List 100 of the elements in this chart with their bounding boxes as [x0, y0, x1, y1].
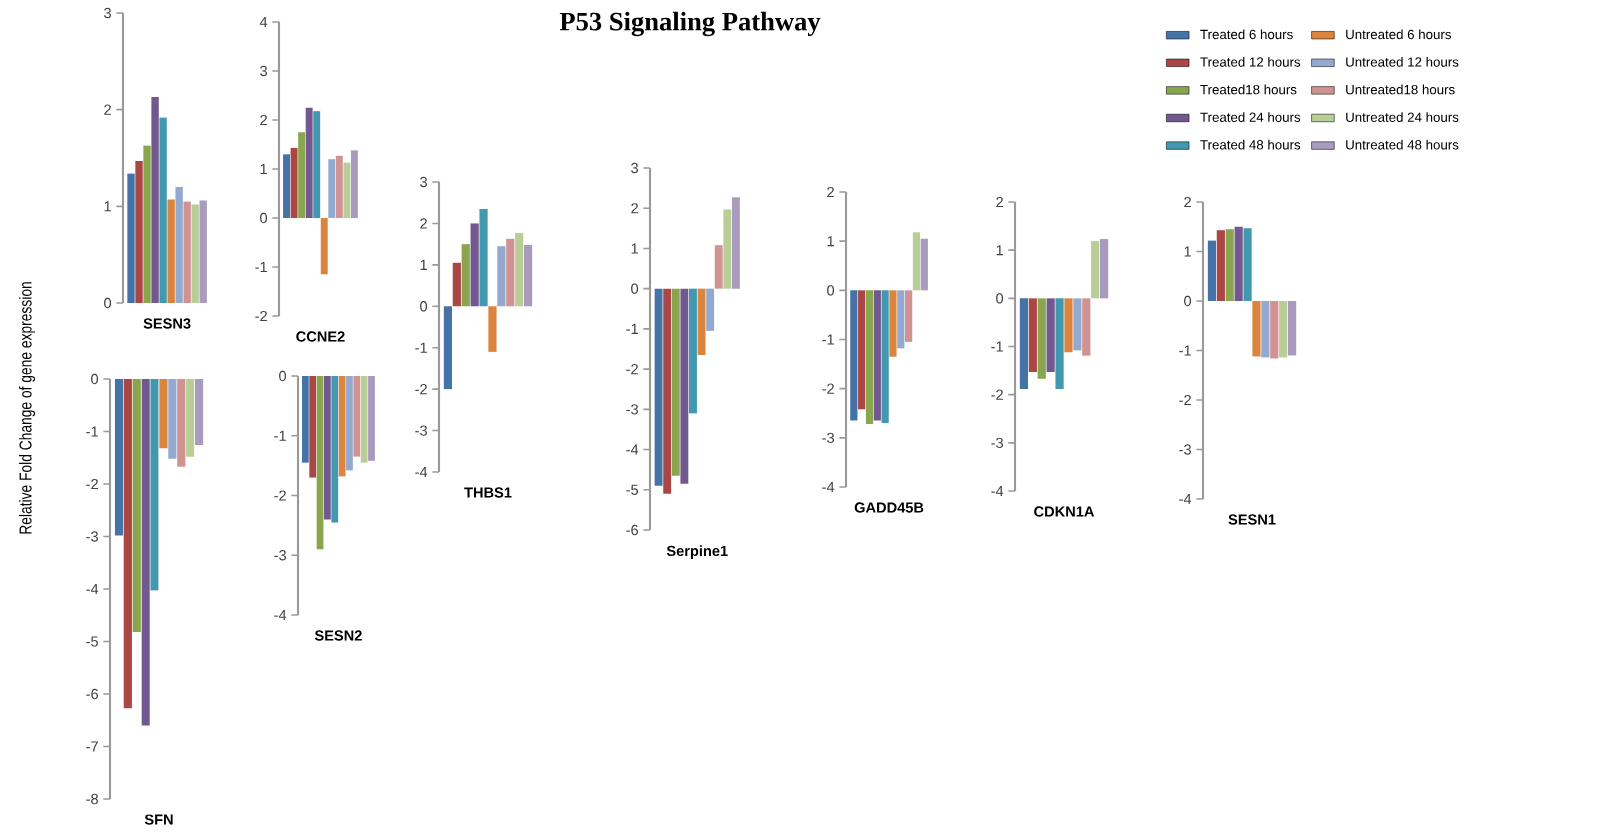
- bar: [183, 201, 191, 303]
- bar: [290, 147, 298, 218]
- bar: [199, 200, 207, 303]
- bar: [470, 223, 479, 307]
- bar: [443, 306, 453, 390]
- y-tick-label: -2: [415, 384, 427, 395]
- legend-label: Treated 6 hours: [1200, 29, 1293, 40]
- legend-label: Untreated 6 hours: [1346, 29, 1451, 40]
- y-tick-label: -1: [86, 426, 98, 437]
- bar: [151, 97, 159, 303]
- y-tick-label: -6: [86, 688, 98, 700]
- x-tick-label: CCNE2: [296, 331, 345, 342]
- x-tick-label: Serpine1: [666, 545, 728, 559]
- bar: [159, 117, 167, 303]
- bar: [654, 288, 663, 486]
- y-tick-label: 0: [1184, 295, 1192, 307]
- bar: [663, 288, 672, 494]
- y-tick-label: -1: [415, 342, 427, 353]
- x-tick-label: GADD45B: [854, 502, 924, 513]
- y-axis-title: Relative Fold Change of gene expression: [18, 282, 36, 534]
- x-tick-label: SESN1: [1228, 514, 1276, 525]
- y-tick-label: -4: [991, 485, 1004, 497]
- y-tick-label: -4: [626, 444, 639, 455]
- y-tick-label: 2: [1184, 196, 1191, 208]
- y-tick-label: -1: [626, 323, 638, 334]
- bar: [143, 145, 151, 303]
- bar: [1073, 298, 1082, 351]
- bar: [305, 107, 313, 218]
- bar: [865, 290, 874, 425]
- bar: [1091, 241, 1100, 299]
- chart-title: P53 Signaling Pathway: [559, 11, 821, 37]
- y-tick-label: -7: [86, 741, 98, 752]
- y-tick-label: -1: [255, 261, 267, 273]
- y-tick-label: -4: [1179, 493, 1192, 505]
- y-tick-label: -2: [626, 364, 638, 375]
- legend-label: Untreated 24 hours: [1346, 112, 1459, 122]
- y-tick-label: -5: [86, 636, 99, 647]
- y-tick-label: 3: [104, 7, 111, 19]
- legend-label: Untreated 12 hours: [1346, 56, 1459, 67]
- bar: [479, 208, 488, 307]
- bar: [706, 288, 715, 331]
- y-tick-label: 2: [260, 114, 267, 126]
- bar: [135, 160, 143, 303]
- y-tick-label: -8: [86, 793, 98, 805]
- y-tick-label: -5: [626, 484, 639, 495]
- bar: [858, 290, 866, 410]
- bar: [1261, 300, 1270, 358]
- y-tick-label: 1: [996, 245, 1003, 256]
- bar: [697, 288, 706, 356]
- bar: [313, 111, 321, 218]
- bar: [1028, 298, 1037, 373]
- legend-label: Untreated 48 hours: [1346, 139, 1459, 150]
- bar: [680, 288, 689, 484]
- bar: [175, 186, 183, 303]
- bar: [1064, 298, 1073, 353]
- bar: [452, 262, 461, 307]
- y-tick-label: -1: [1179, 345, 1191, 356]
- y-tick-label: -3: [86, 531, 98, 542]
- y-tick-label: -4: [86, 583, 99, 595]
- bar: [328, 159, 336, 218]
- y-tick-label: 0: [420, 301, 428, 312]
- bar: [714, 245, 723, 289]
- y-tick-label: 0: [827, 285, 835, 296]
- bar: [889, 290, 897, 357]
- bar: [1082, 298, 1091, 356]
- y-tick-label: -1: [274, 430, 286, 441]
- legend-label: Treated18 hours: [1200, 84, 1297, 95]
- bar: [1216, 230, 1225, 301]
- y-tick-label: 0: [104, 297, 112, 309]
- bar: [1288, 300, 1297, 356]
- y-tick-label: 0: [91, 373, 99, 385]
- bar: [920, 238, 928, 291]
- y-tick-label: -2: [86, 478, 98, 490]
- y-tick-label: 0: [631, 283, 639, 294]
- bar: [167, 199, 175, 303]
- y-tick-label: -3: [274, 550, 286, 561]
- bar: [497, 246, 506, 307]
- bar: [850, 290, 858, 421]
- y-tick-label: 1: [104, 201, 111, 212]
- x-tick-label: THBS1: [464, 487, 512, 498]
- bar: [905, 290, 913, 342]
- bar: [723, 209, 732, 289]
- legend-label: Treated 24 hours: [1200, 112, 1301, 122]
- x-tick-label: SFN: [144, 814, 173, 825]
- y-tick-label: -3: [1179, 444, 1192, 455]
- bar: [1037, 298, 1046, 379]
- bar: [515, 232, 524, 307]
- legend-label: Treated 12 hours: [1200, 56, 1301, 67]
- bar: [343, 162, 351, 218]
- bar: [1046, 298, 1055, 373]
- y-tick-label: -3: [822, 432, 834, 443]
- y-tick-label: 1: [420, 259, 427, 270]
- bar: [731, 197, 740, 289]
- x-tick-label: SESN2: [314, 630, 362, 641]
- y-tick-label: -3: [626, 404, 638, 415]
- bar: [523, 244, 533, 307]
- bar: [1019, 298, 1029, 389]
- bar: [283, 154, 291, 218]
- bar: [127, 173, 135, 303]
- y-tick-label: 2: [996, 196, 1003, 208]
